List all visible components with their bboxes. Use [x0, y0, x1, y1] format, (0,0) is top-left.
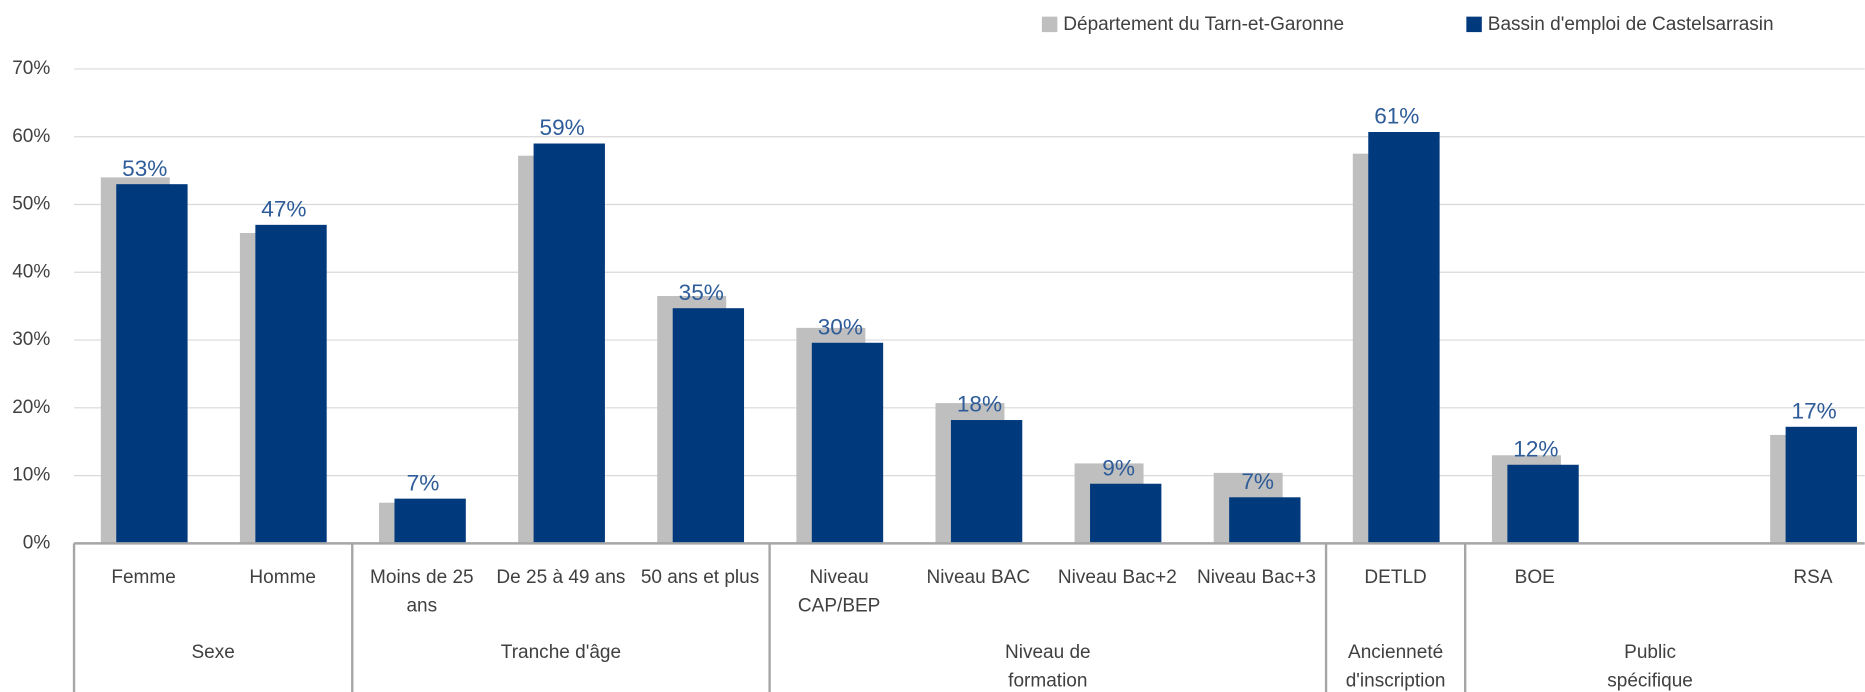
- group-label: Tranche d'âge: [501, 642, 621, 663]
- data-label: 17%: [1792, 399, 1837, 424]
- bar: [394, 498, 466, 544]
- data-label: 9%: [1102, 455, 1135, 480]
- group-label: Public spécifique: [1607, 642, 1693, 692]
- data-label: 61%: [1374, 104, 1419, 129]
- x-tick-label: Niveau BAC: [926, 567, 1030, 588]
- group-label: Ancienneté d'inscription: [1346, 642, 1446, 692]
- y-tick-label: 20%: [12, 397, 50, 418]
- data-label: 30%: [818, 314, 863, 339]
- legend-swatch: [1466, 16, 1482, 33]
- group-label: Niveau de formation: [1005, 642, 1091, 692]
- data-label: 18%: [957, 392, 1002, 417]
- bar: [811, 342, 884, 544]
- legend-label: Département du Tarn-et-Garonne: [1063, 14, 1344, 35]
- y-tick-label: 30%: [12, 329, 50, 350]
- y-tick-label: 50%: [12, 194, 50, 215]
- x-tick-label: Femme: [111, 567, 175, 588]
- y-tick-label: 10%: [12, 465, 50, 486]
- bar: [1368, 131, 1440, 544]
- data-label: 7%: [1241, 469, 1274, 494]
- bar: [1785, 426, 1857, 544]
- x-tick-label: Niveau Bac+2: [1058, 567, 1177, 588]
- y-tick-label: 70%: [12, 58, 50, 79]
- bar: [533, 143, 605, 544]
- x-tick-label: RSA: [1793, 567, 1832, 588]
- bar: [1229, 497, 1301, 544]
- bar: [672, 308, 745, 544]
- x-tick-label: Moins de 25 ans: [370, 567, 474, 617]
- data-label: 53%: [122, 156, 167, 181]
- y-tick-label: 40%: [12, 261, 50, 282]
- y-tick-label: 60%: [12, 126, 50, 147]
- bar: [255, 224, 327, 544]
- x-tick-label: Niveau CAP/BEP: [798, 567, 880, 617]
- data-label: 35%: [679, 280, 724, 305]
- bar: [1090, 483, 1162, 544]
- data-label: 59%: [540, 115, 585, 140]
- x-tick-label: DETLD: [1364, 567, 1426, 588]
- bar: [950, 420, 1023, 544]
- data-label: 47%: [261, 197, 306, 222]
- y-tick-label: 0%: [23, 532, 51, 553]
- legend-swatch: [1041, 16, 1058, 33]
- data-label: 7%: [407, 470, 440, 495]
- group-label: Sexe: [191, 642, 234, 663]
- x-tick-label: De 25 à 49 ans: [496, 567, 625, 588]
- x-tick-label: Niveau Bac+3: [1197, 567, 1316, 588]
- x-tick-label: 50 ans et plus: [641, 567, 759, 588]
- x-tick-label: BOE: [1515, 567, 1555, 588]
- data-label: 12%: [1513, 436, 1558, 461]
- bar: [116, 184, 188, 544]
- x-tick-label: Homme: [249, 567, 316, 588]
- bar: [1507, 464, 1579, 544]
- legend-label: Bassin d'emploi de Castelsarrasin: [1488, 14, 1774, 35]
